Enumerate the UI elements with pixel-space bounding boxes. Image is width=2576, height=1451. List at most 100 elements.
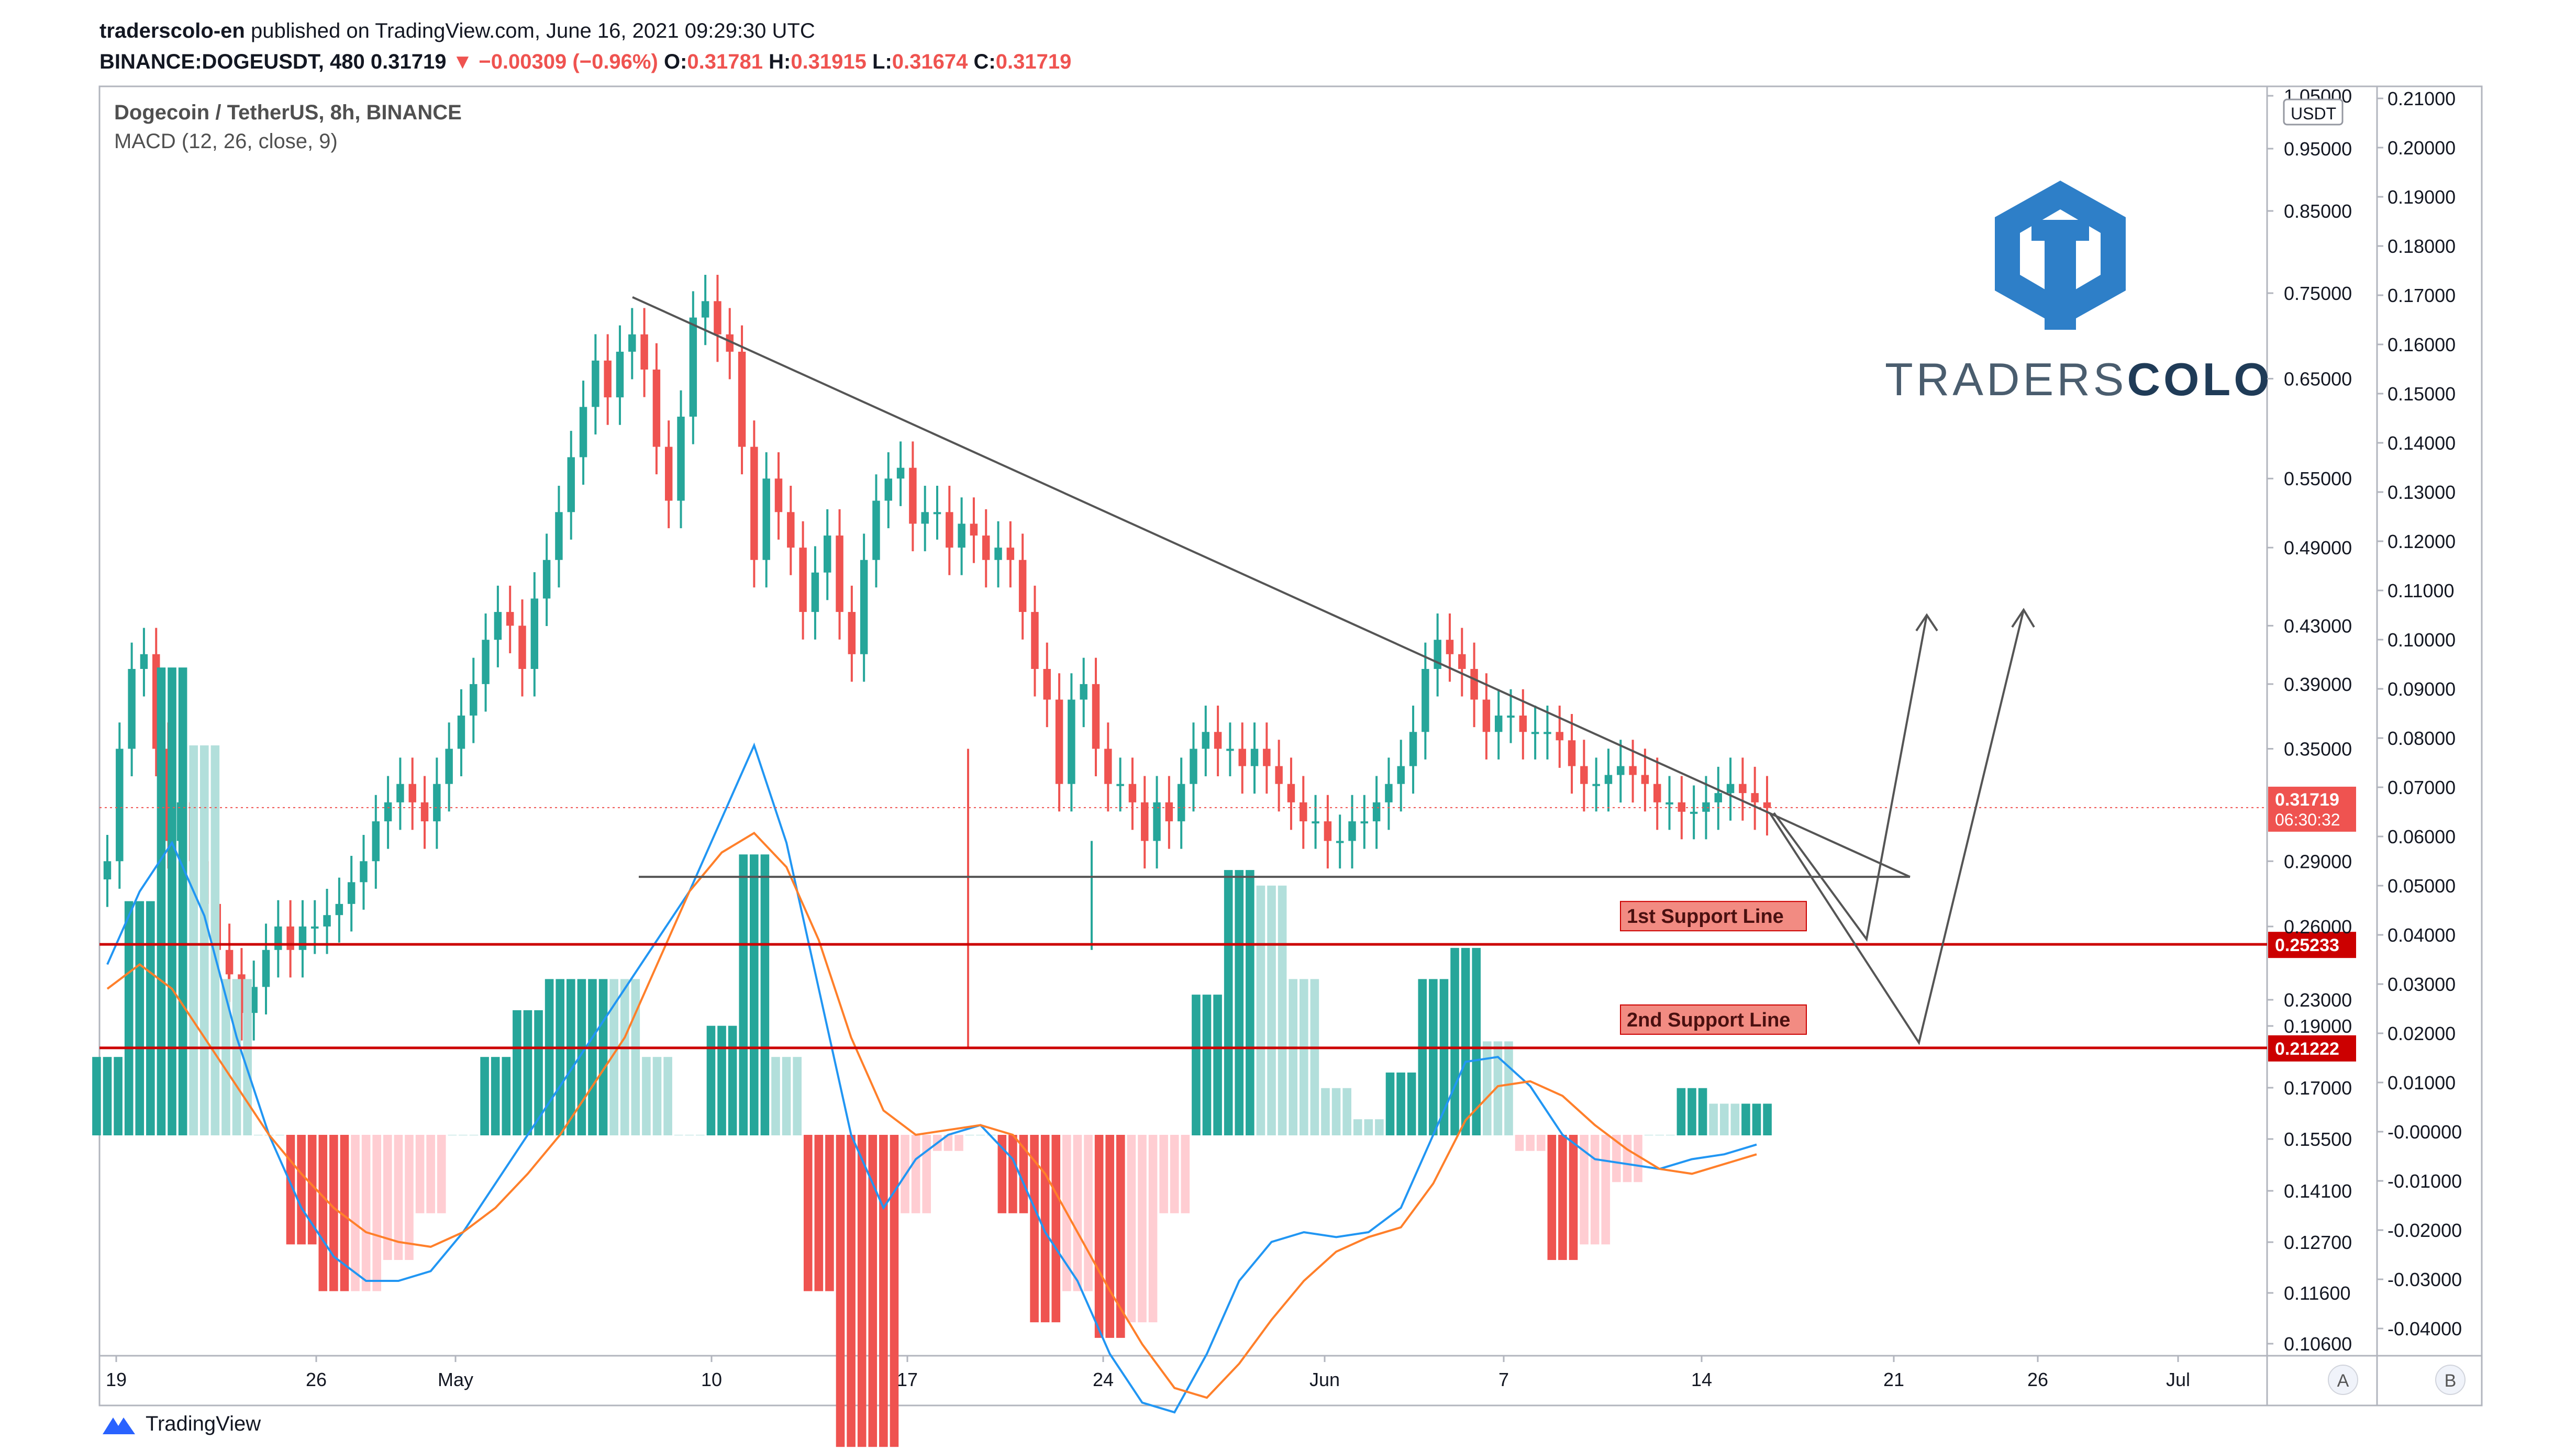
descending-trendline[interactable] — [632, 296, 1911, 878]
candle-body — [1336, 841, 1344, 843]
candle-body — [1458, 654, 1466, 669]
macd-tick-label: -0.02000 — [2388, 1220, 2462, 1241]
macd-histogram-bar — [168, 667, 176, 1135]
macd-histogram-bar — [642, 1057, 651, 1135]
macd-histogram-bar — [750, 854, 759, 1135]
macd-tick-label: -0.01000 — [2388, 1170, 2462, 1192]
unit-badge[interactable] — [2283, 98, 2344, 126]
time-tick-label: 10 — [701, 1369, 722, 1390]
macd-histogram-bar — [1256, 885, 1265, 1135]
macd-histogram-bar — [1623, 1135, 1632, 1182]
macd-histogram-bar — [502, 1057, 511, 1135]
macd-histogram-bar — [426, 1135, 435, 1213]
price-tick-label: 0.23000 — [2284, 989, 2352, 1011]
macd-histogram-bar — [890, 1135, 899, 1447]
candle-body — [1226, 749, 1234, 751]
candle-body — [982, 535, 990, 560]
macd-histogram-bar — [556, 979, 564, 1135]
candle-body — [872, 500, 880, 560]
support-label-box[interactable] — [1620, 901, 1807, 932]
price-change: −0.00309 (−0.96%) — [479, 50, 658, 73]
macd-histogram-bar — [771, 1057, 780, 1135]
candle-body — [1604, 775, 1613, 784]
price-tick-label: 0.17000 — [2284, 1077, 2352, 1099]
macd-histogram-bar — [221, 979, 230, 1135]
support-label-box[interactable] — [1620, 1004, 1807, 1035]
macd-histogram-bar — [1504, 1041, 1513, 1135]
candle-body — [1714, 793, 1722, 802]
time-tick-label: 26 — [306, 1369, 327, 1390]
macd-histogram-bar — [1439, 979, 1449, 1135]
macd-histogram-bar — [1676, 1088, 1686, 1135]
legend-pair: Dogecoin / TetherUS, 8h, BINANCE — [114, 101, 462, 124]
candle-body — [860, 560, 868, 654]
macd-histogram-bar — [663, 1057, 672, 1135]
macd-histogram-bar — [739, 854, 748, 1135]
price-tick-label: 0.49000 — [2284, 537, 2352, 559]
scale-button-label: A — [2337, 1371, 2349, 1391]
macd-histogram-bar — [307, 1135, 317, 1245]
macd-histogram-bar — [803, 1135, 813, 1291]
traderscolo-logo: TRADERSCOLO — [1885, 181, 2270, 405]
candle-body — [1409, 732, 1417, 766]
publisher-name[interactable]: traderscolo-en — [99, 19, 245, 42]
candle-body — [1372, 802, 1381, 822]
candle-body — [604, 360, 612, 398]
macd-histogram-bar — [1019, 1135, 1028, 1213]
candle-body — [1482, 699, 1491, 732]
support-label-text: 2nd Support Line — [1627, 1009, 1790, 1031]
candle-body — [445, 749, 453, 784]
macd-histogram-bar — [814, 1135, 824, 1291]
candle-body — [555, 512, 563, 560]
candle-body — [1531, 732, 1539, 734]
candle-body — [1629, 766, 1637, 775]
macd-histogram-bar — [1526, 1135, 1535, 1151]
price-tick-label: 0.39000 — [2284, 674, 2352, 695]
candle-body — [420, 802, 429, 822]
macd-histogram-bar — [1202, 995, 1212, 1135]
macd-histogram-bar — [1235, 870, 1244, 1135]
candle-body — [1702, 802, 1710, 812]
tradingview-footer[interactable]: TradingView — [99, 1408, 261, 1439]
scale-button-a[interactable] — [2328, 1365, 2358, 1395]
current-price-label: 0.31719 — [2275, 790, 2339, 810]
macd-histogram-bar — [1515, 1135, 1524, 1151]
candle-body — [1544, 732, 1551, 734]
macd-histogram-bar — [588, 979, 597, 1135]
macd-histogram-bar — [1073, 1135, 1082, 1291]
macd-histogram-bar — [1547, 1135, 1557, 1260]
macd-histogram-bar — [210, 745, 220, 1135]
macd-histogram-bar — [1375, 1119, 1384, 1135]
macd-tick-label: 0.20000 — [2388, 137, 2456, 159]
candle-body — [994, 548, 1002, 560]
macd-histogram-bar — [1181, 1135, 1190, 1213]
macd-histogram-bar — [1094, 1135, 1104, 1338]
scale-button-b[interactable] — [2435, 1365, 2466, 1395]
candle-body — [628, 334, 636, 352]
macd-histogram-bar — [351, 1135, 360, 1291]
candle-body — [323, 915, 331, 927]
candle-body — [896, 467, 905, 479]
candle-body — [958, 523, 965, 548]
candle-body — [689, 317, 697, 417]
macd-tick-label: 0.09000 — [2388, 678, 2456, 700]
macd-histogram-bar — [1300, 979, 1308, 1135]
macd-tick-label: 0.10000 — [2388, 629, 2456, 651]
macd-histogram-bar — [1127, 1135, 1136, 1323]
macd-histogram-bar — [1590, 1135, 1600, 1245]
macd-histogram-bar — [513, 1010, 521, 1135]
scale-button-label: B — [2445, 1371, 2457, 1391]
macd-histogram-bar — [437, 1135, 446, 1213]
high-label: H: — [769, 50, 791, 73]
macd-histogram-bar — [879, 1135, 888, 1447]
candle-body — [933, 512, 941, 515]
candle-body — [1397, 766, 1405, 784]
macd-histogram-bar — [1483, 1041, 1492, 1135]
macd-line — [106, 742, 1757, 1414]
candle-body — [1751, 793, 1759, 802]
candle-body — [652, 370, 661, 447]
time-tick-label: 14 — [1691, 1369, 1712, 1390]
macd-histogram-bar — [760, 854, 770, 1135]
support-label-text: 1st Support Line — [1627, 906, 1784, 928]
